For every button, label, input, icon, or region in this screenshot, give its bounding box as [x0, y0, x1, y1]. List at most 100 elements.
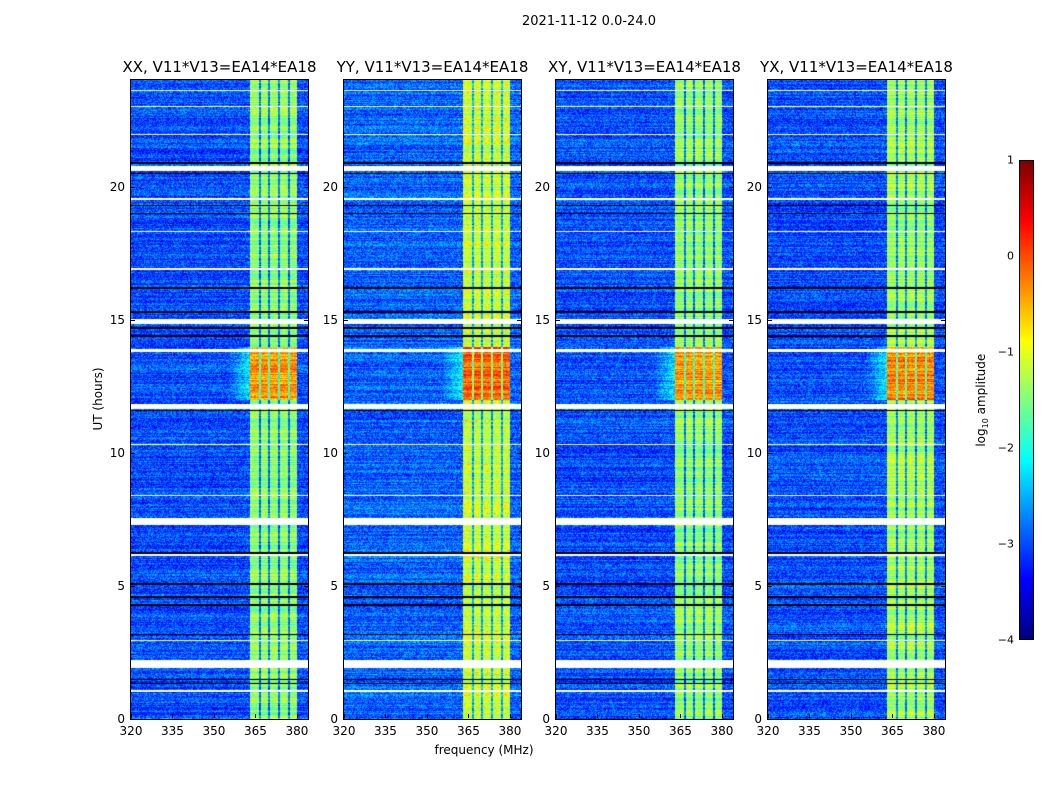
y-tick-mark — [941, 585, 945, 587]
axes-frame — [130, 79, 309, 720]
y-tick-mark — [941, 452, 945, 454]
waterfall-panel: XX, V11*V13=EA14*EA18 0 5 10 15 20 320 335 350 36… — [110, 58, 317, 738]
y-tick-mark — [131, 452, 135, 454]
x-tick-label: 350 — [202, 724, 226, 738]
y-tick-mark — [517, 719, 521, 720]
waterfall-heatmap — [344, 80, 521, 719]
x-tick-mark — [850, 714, 852, 718]
waterfall-heatmap — [768, 80, 945, 719]
axes-frame — [343, 79, 522, 720]
x-tick-mark — [344, 714, 345, 718]
y-tick-mark — [304, 719, 308, 720]
x-tick-label: 320 — [332, 724, 356, 738]
x-tick-mark — [509, 714, 511, 718]
y-tick-mark — [768, 452, 772, 454]
x-tick-label: 365 — [244, 724, 267, 738]
x-tick-mark — [680, 714, 682, 718]
x-tick-mark — [385, 714, 387, 718]
x-tick-mark — [933, 714, 935, 718]
y-tick-label: 20 — [746, 179, 762, 194]
y-tick-mark — [556, 585, 560, 587]
colorbar-tick-label: −2 — [997, 441, 1014, 455]
x-tick-label: 335 — [374, 724, 397, 738]
y-tick-label: 10 — [109, 445, 125, 460]
colorbar-tick-label: −3 — [997, 537, 1014, 551]
x-tick-label: 380 — [922, 724, 946, 738]
y-tick-label: 20 — [109, 179, 125, 194]
axes-frame — [555, 79, 734, 720]
x-tick-mark — [296, 714, 298, 718]
y-tick-mark — [556, 186, 560, 188]
x-tick-label: 350 — [415, 724, 439, 738]
y-tick-mark — [344, 719, 348, 720]
x-tick-mark — [468, 714, 470, 718]
y-tick-mark — [556, 452, 560, 454]
colorbar-tick-label: −4 — [997, 633, 1014, 647]
y-tick-mark — [304, 452, 308, 454]
waterfall-heatmap — [131, 80, 308, 719]
colorbar-label-text: log — [973, 428, 988, 447]
waterfall-panel: XY, V11*V13=EA14*EA18 0 5 10 15 20 320 335 350 36… — [535, 58, 741, 738]
y-tick-mark — [517, 452, 521, 454]
y-tick-mark — [344, 452, 348, 454]
panel-title: YX, V11*V13=EA14*EA18 — [760, 58, 953, 76]
y-tick-label: 20 — [322, 179, 338, 194]
x-axis-label: frequency (MHz) — [434, 743, 534, 757]
colorbar-label-sub: 10 — [981, 418, 991, 429]
x-tick-mark — [768, 714, 769, 718]
x-tick-label: 350 — [839, 724, 863, 738]
axes-frame — [767, 79, 946, 720]
x-tick-mark — [172, 714, 174, 718]
y-tick-label: 0 — [542, 712, 550, 726]
x-tick-label: 335 — [798, 724, 821, 738]
y-tick-label: 15 — [322, 312, 338, 327]
x-tick-label: 335 — [161, 724, 184, 738]
waterfall-panel: YX, V11*V13=EA14*EA18 0 5 10 15 20 320 335 350 36… — [747, 58, 953, 738]
waterfall-panel: YY, V11*V13=EA14*EA18 0 5 10 15 20 320 335 350 36… — [323, 58, 529, 738]
figure-title: 2021-11-12 0.0-24.0 — [522, 14, 656, 29]
y-tick-label: 0 — [117, 712, 125, 726]
x-tick-label: 320 — [544, 724, 568, 738]
y-tick-label: 15 — [534, 312, 550, 327]
y-tick-mark — [729, 186, 733, 188]
y-tick-mark — [344, 585, 348, 587]
x-tick-mark — [721, 714, 723, 718]
colorbar — [1019, 160, 1034, 640]
y-tick-mark — [304, 319, 308, 321]
y-tick-label: 5 — [330, 578, 338, 593]
panel-title: XY, V11*V13=EA14*EA18 — [548, 58, 741, 76]
x-tick-label: 320 — [756, 724, 780, 738]
x-tick-mark — [131, 714, 132, 718]
y-tick-mark — [941, 719, 945, 720]
y-tick-mark — [729, 585, 733, 587]
x-tick-label: 365 — [457, 724, 480, 738]
x-tick-label: 335 — [586, 724, 609, 738]
x-tick-label: 320 — [119, 724, 143, 738]
x-tick-label: 350 — [627, 724, 651, 738]
x-tick-mark — [892, 714, 894, 718]
y-tick-mark — [131, 319, 135, 321]
y-tick-label: 20 — [534, 179, 550, 194]
y-tick-mark — [131, 186, 135, 188]
y-tick-label: 5 — [542, 578, 550, 593]
y-tick-mark — [768, 585, 772, 587]
waterfall-heatmap — [556, 80, 733, 719]
x-tick-label: 380 — [710, 724, 734, 738]
x-tick-mark — [638, 714, 640, 718]
y-tick-mark — [941, 319, 945, 321]
y-tick-mark — [729, 452, 733, 454]
y-tick-label: 5 — [754, 578, 762, 593]
y-tick-mark — [768, 719, 772, 720]
y-tick-mark — [517, 585, 521, 587]
y-tick-label: 15 — [746, 312, 762, 327]
y-tick-mark — [729, 719, 733, 720]
panel-title: YY, V11*V13=EA14*EA18 — [336, 58, 529, 76]
y-tick-mark — [729, 319, 733, 321]
y-tick-label: 10 — [534, 445, 550, 460]
y-tick-mark — [517, 319, 521, 321]
colorbar-label-suffix: amplitude — [973, 353, 988, 419]
colorbar-tick-label: −1 — [997, 345, 1014, 359]
y-tick-mark — [304, 585, 308, 587]
y-tick-label: 10 — [746, 445, 762, 460]
y-tick-label: 5 — [117, 578, 125, 593]
